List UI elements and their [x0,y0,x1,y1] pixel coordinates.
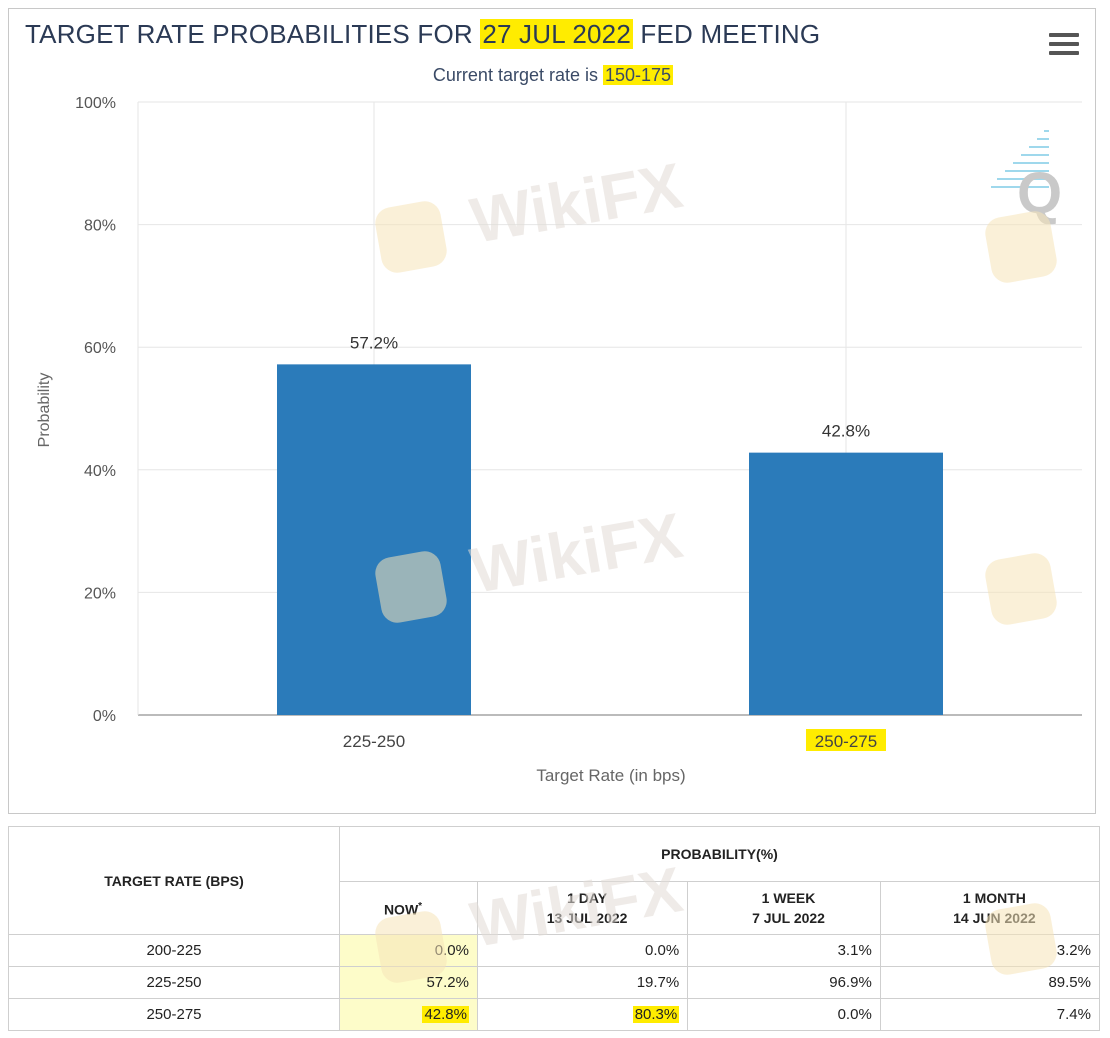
probability-cell: 7.4% [879,998,1101,1031]
probability-cell: 0.0% [687,998,881,1031]
probability-cell: 42.8% [339,998,478,1031]
rate-cell: 200-225 [7,934,341,967]
column-header: 1 MONTH 14 JUN 2022 [879,881,1101,935]
chart-subtitle: Current target rate is 150-175 [9,65,1097,86]
data-label: 42.8% [822,422,870,441]
chart-title-prefix: TARGET RATE PROBABILITIES FOR [25,19,481,49]
y-tick-label: 100% [75,95,116,112]
probability-cell: 0.0% [339,934,478,967]
y-axis-label: Probability [36,373,53,448]
probability-cell: 3.1% [687,934,881,967]
y-tick-label: 0% [93,708,116,725]
x-tick-highlight [806,729,886,751]
y-tick-label: 20% [84,585,116,602]
x-axis-label: Target Rate (in bps) [536,766,685,785]
bar-250-275[interactable] [749,452,943,715]
table-row: 200-225 0.0% 0.0% 3.1% 3.2% [7,934,1101,967]
x-tick-label: 250-275 [815,732,877,751]
hamburger-menu-icon[interactable] [1049,33,1079,57]
data-label: 57.2% [350,333,398,352]
probability-table-wrap: TARGET RATE (BPS) PROBABILITY(%) NOW* 1 D… [7,826,1101,1031]
probability-cell: 57.2% [339,966,478,999]
column-header: 1 WEEK 7 JUL 2022 [687,881,881,935]
probability-header: PROBABILITY(%) [339,826,1100,882]
chart-title: TARGET RATE PROBABILITIES FOR 27 JUL 202… [25,19,820,50]
column-header: 1 DAY 13 JUL 2022 [476,881,689,935]
y-tick-label: 40% [84,463,116,480]
bar-chart: 0% 20% 40% 60% 80% 100% 57.2% 225-250 42.8% 250-2… [36,95,1082,785]
bar-225-250[interactable] [277,364,471,715]
current-target-rate: 150-175 [603,65,674,85]
rate-cell: 250-275 [7,998,341,1031]
chart-panel: TARGET RATE PROBABILITIES FOR 27 JUL 202… [8,8,1096,814]
table-row: 250-275 42.8% 80.3% 0.0% 7.4% [7,998,1101,1031]
probability-cell: 96.9% [687,966,881,999]
asterisk-marker: * [418,900,423,912]
probability-cell: 0.0% [476,934,689,967]
chart-title-suffix: FED MEETING [633,19,821,49]
rate-cell: 225-250 [7,966,341,999]
probability-table: TARGET RATE (BPS) PROBABILITY(%) NOW* 1 D… [7,826,1101,1031]
chart-subtitle-prefix: Current target rate is [432,65,603,85]
probability-cell: 80.3% [476,998,689,1031]
y-tick-label: 80% [84,218,116,235]
column-header: NOW* [339,881,478,935]
y-tick-label: 60% [84,340,116,357]
x-tick-label: 225-250 [343,732,405,751]
chart-title-date: 27 JUL 2022 [480,19,633,49]
probability-cell: 3.2% [879,934,1101,967]
probability-cell: 19.7% [476,966,689,999]
table-row: 225-250 57.2% 19.7% 96.9% 89.5% [7,966,1101,999]
target-rate-header: TARGET RATE (BPS) [7,826,341,935]
probability-cell: 89.5% [879,966,1101,999]
